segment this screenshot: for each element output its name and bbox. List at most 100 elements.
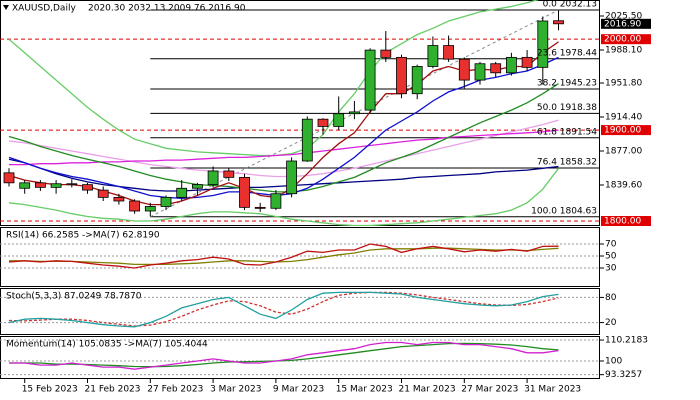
candle-body [270,193,282,209]
y-tick-label: 1877.00 [605,147,642,157]
candle-body [505,56,517,74]
candle-body [50,183,62,188]
candle-body [474,63,486,81]
candle-body [160,196,172,207]
pane-plot [0,243,600,269]
moving-average [8,158,559,192]
chart-subtitle: 2020.30 2032.13 2009.76 2016.90 [88,4,246,14]
y-tick-label: 93.3257 [605,370,642,380]
indicator-line [8,243,559,269]
x-tick-label: 15 Mar 2023 [336,385,393,395]
pane-frame [0,288,600,335]
pane-title: Momentum(14) 105.0835 ->MA(7) 105.4044 [6,340,208,350]
candle-body [66,183,78,186]
indicator-line [9,342,559,368]
y-tick-label: 30 [605,264,617,274]
candle-body [19,182,31,189]
pane-frame [0,227,600,287]
y-tick-label: 80 [605,293,617,303]
indicator-line [9,247,559,266]
candle-body [380,49,392,58]
pane-plot [0,0,600,226]
moving-average [8,83,559,193]
candle-body [254,206,266,209]
level-tag [601,34,651,45]
x-tick-label: 27 Mar 2023 [461,385,518,395]
moving-average [8,119,559,178]
indicator-line [8,291,559,327]
pane-title: Stoch(5,3,3) 87.0249 78.7870 [6,292,142,302]
candle-body [333,113,345,127]
y-tick-label: 70 [605,240,617,250]
indicator-line [9,341,559,370]
candle-body [35,182,46,188]
candle-body [317,118,329,127]
candle-body [113,196,125,202]
price-tag-label: 2016.90 [604,19,641,29]
fib-label: 50.0 1918.38 [537,103,597,113]
candle-body [411,66,423,95]
indicator-line [8,291,559,328]
fib-label: 0.0 2032.13 [543,0,597,9]
x-tick-label: 21 Mar 2023 [399,385,456,395]
pane-frame [0,336,600,379]
y-tick-label: 20 [605,318,617,328]
candle-body [364,49,376,111]
level-label: 2000.00 [604,35,641,45]
candle-body [176,187,188,198]
level-label: 1900.00 [604,126,641,136]
level-tag [601,125,651,136]
candle-body [396,56,407,95]
x-tick-label: 3 Mar 2023 [210,385,261,395]
candle-body [348,111,360,115]
chart-title: XAUUSD,Daily [12,4,76,14]
x-tick-label: 9 Mar 2023 [273,385,324,395]
fib-label: 23.6 1978.44 [537,48,597,58]
x-tick-label: 21 Feb 2023 [85,385,141,395]
y-tick-label: 1839.60 [605,181,642,191]
x-tick-label: 15 Feb 2023 [22,385,78,395]
moving-average [8,56,559,199]
x-tick-label: 31 Mar 2023 [524,385,581,395]
x-tick-label: 27 Feb 2023 [147,385,203,395]
fib-label: 100.0 1804.63 [531,206,597,216]
candle-body [286,160,298,195]
fib-label: 38.2 1945.23 [537,78,597,88]
candle-body [97,189,109,198]
candle-body [207,170,219,186]
candle-body [490,63,502,74]
y-tick-label: 110.2183 [605,336,648,346]
y-tick-label: 50 [605,252,617,262]
candle-body [3,172,15,184]
candle-body [223,170,235,178]
candle-body [553,20,564,25]
y-tick-label: 2025.50 [605,12,642,22]
candle-body [427,45,439,67]
candle-body [191,184,203,189]
fib-label: 76.4 1858.32 [537,157,597,167]
level-tag [601,216,651,226]
level-label: 1800.00 [604,217,641,227]
candle-body [301,118,313,162]
pane-plot [0,339,600,376]
candle-body [537,20,549,68]
candle-body [239,176,250,208]
price-tag [601,18,651,29]
candle-body [129,200,141,212]
candle-body [144,206,156,212]
y-tick-label: 1988.10 [605,46,642,56]
fib-label: 61.8 1891.54 [537,127,597,137]
candle-body [521,56,533,68]
candle-body [82,184,93,191]
pane-plot [0,291,600,328]
candle-body [443,45,455,60]
y-tick-label: 1914.40 [605,113,642,123]
y-tick-label: 1951.80 [605,79,642,89]
moving-average [8,167,560,226]
menu-icon [3,5,9,10]
candle-body [458,58,470,81]
y-tick-label: 100 [605,356,622,366]
pane-title: RSI(14) 66.2585 ->MA(7) 62.8190 [6,231,160,241]
